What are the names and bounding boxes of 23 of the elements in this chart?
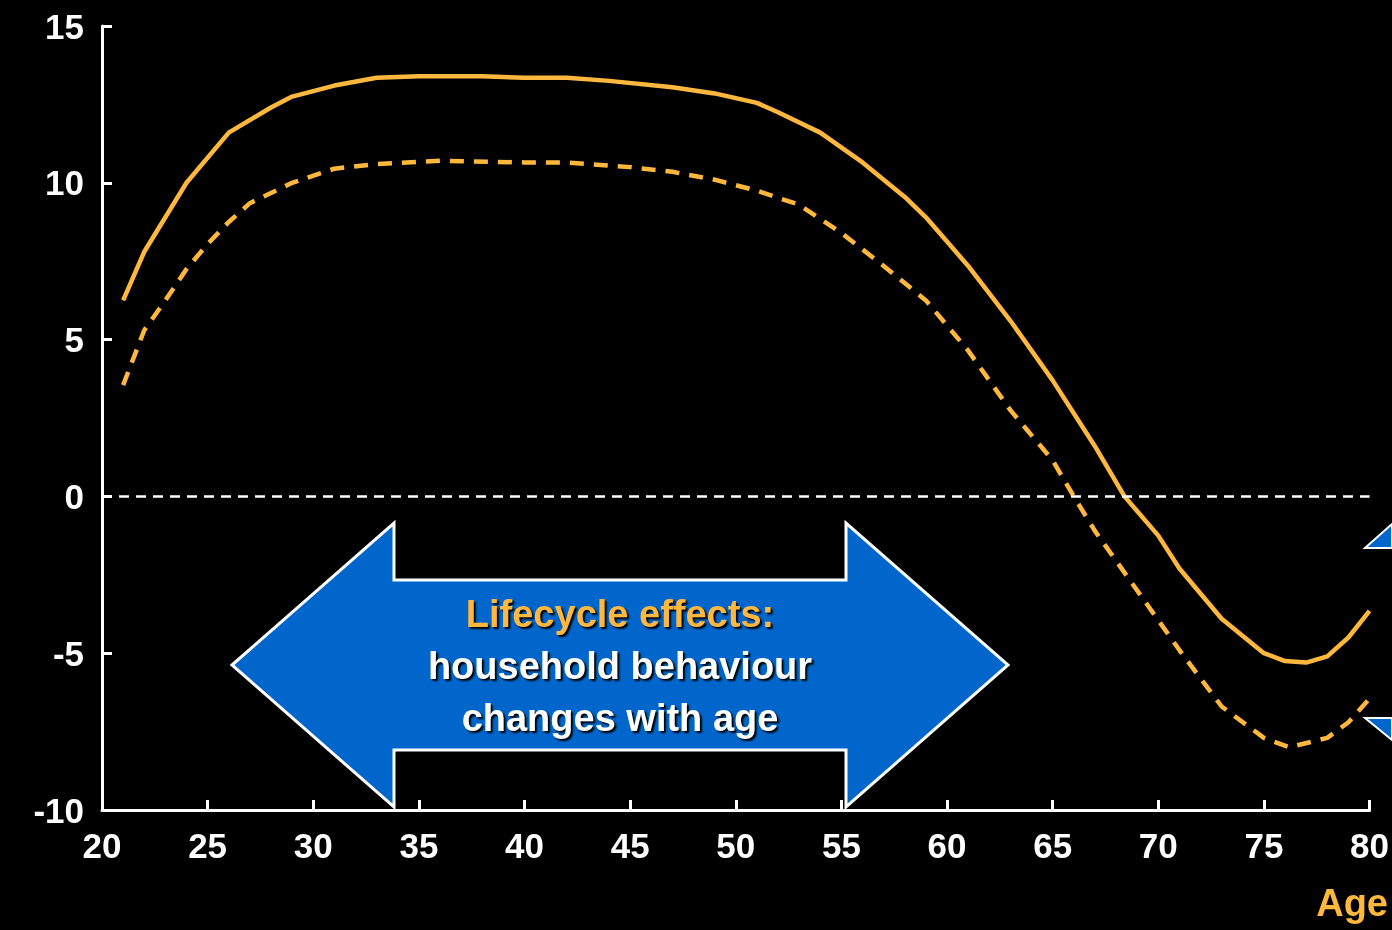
annotation: household behaviour changes with age	[426, 644, 814, 741]
x-tick-label: 55	[821, 826, 861, 865]
y-tick-label: 15	[45, 6, 84, 46]
y-tick-label: -5	[52, 633, 84, 673]
y-tick-label: 10	[45, 163, 84, 203]
line-series	[120, 158, 1372, 750]
annotation: Lifecycle effects:	[464, 592, 776, 637]
x-tick-label: 35	[399, 826, 439, 865]
x-tick-label: 80	[1350, 826, 1389, 865]
x-axis-title: Age	[1316, 882, 1388, 925]
x-tick-label: 60	[927, 826, 967, 865]
x-tick-label: 30	[293, 826, 333, 865]
x-tick-label: 50	[716, 826, 756, 865]
x-tick-label: 65	[1033, 826, 1073, 865]
x-tick-label: 70	[1138, 826, 1178, 865]
x-tick-label: 25	[188, 826, 228, 865]
y-tick-label: -10	[33, 790, 84, 830]
x-tick-label: 20	[82, 826, 122, 865]
y-tick-label: 0	[64, 476, 84, 516]
x-tick-label: 40	[505, 826, 544, 865]
x-tick-label: 75	[1244, 826, 1284, 865]
y-tick-label: 5	[64, 320, 84, 360]
x-tick-label: 45	[610, 826, 650, 865]
